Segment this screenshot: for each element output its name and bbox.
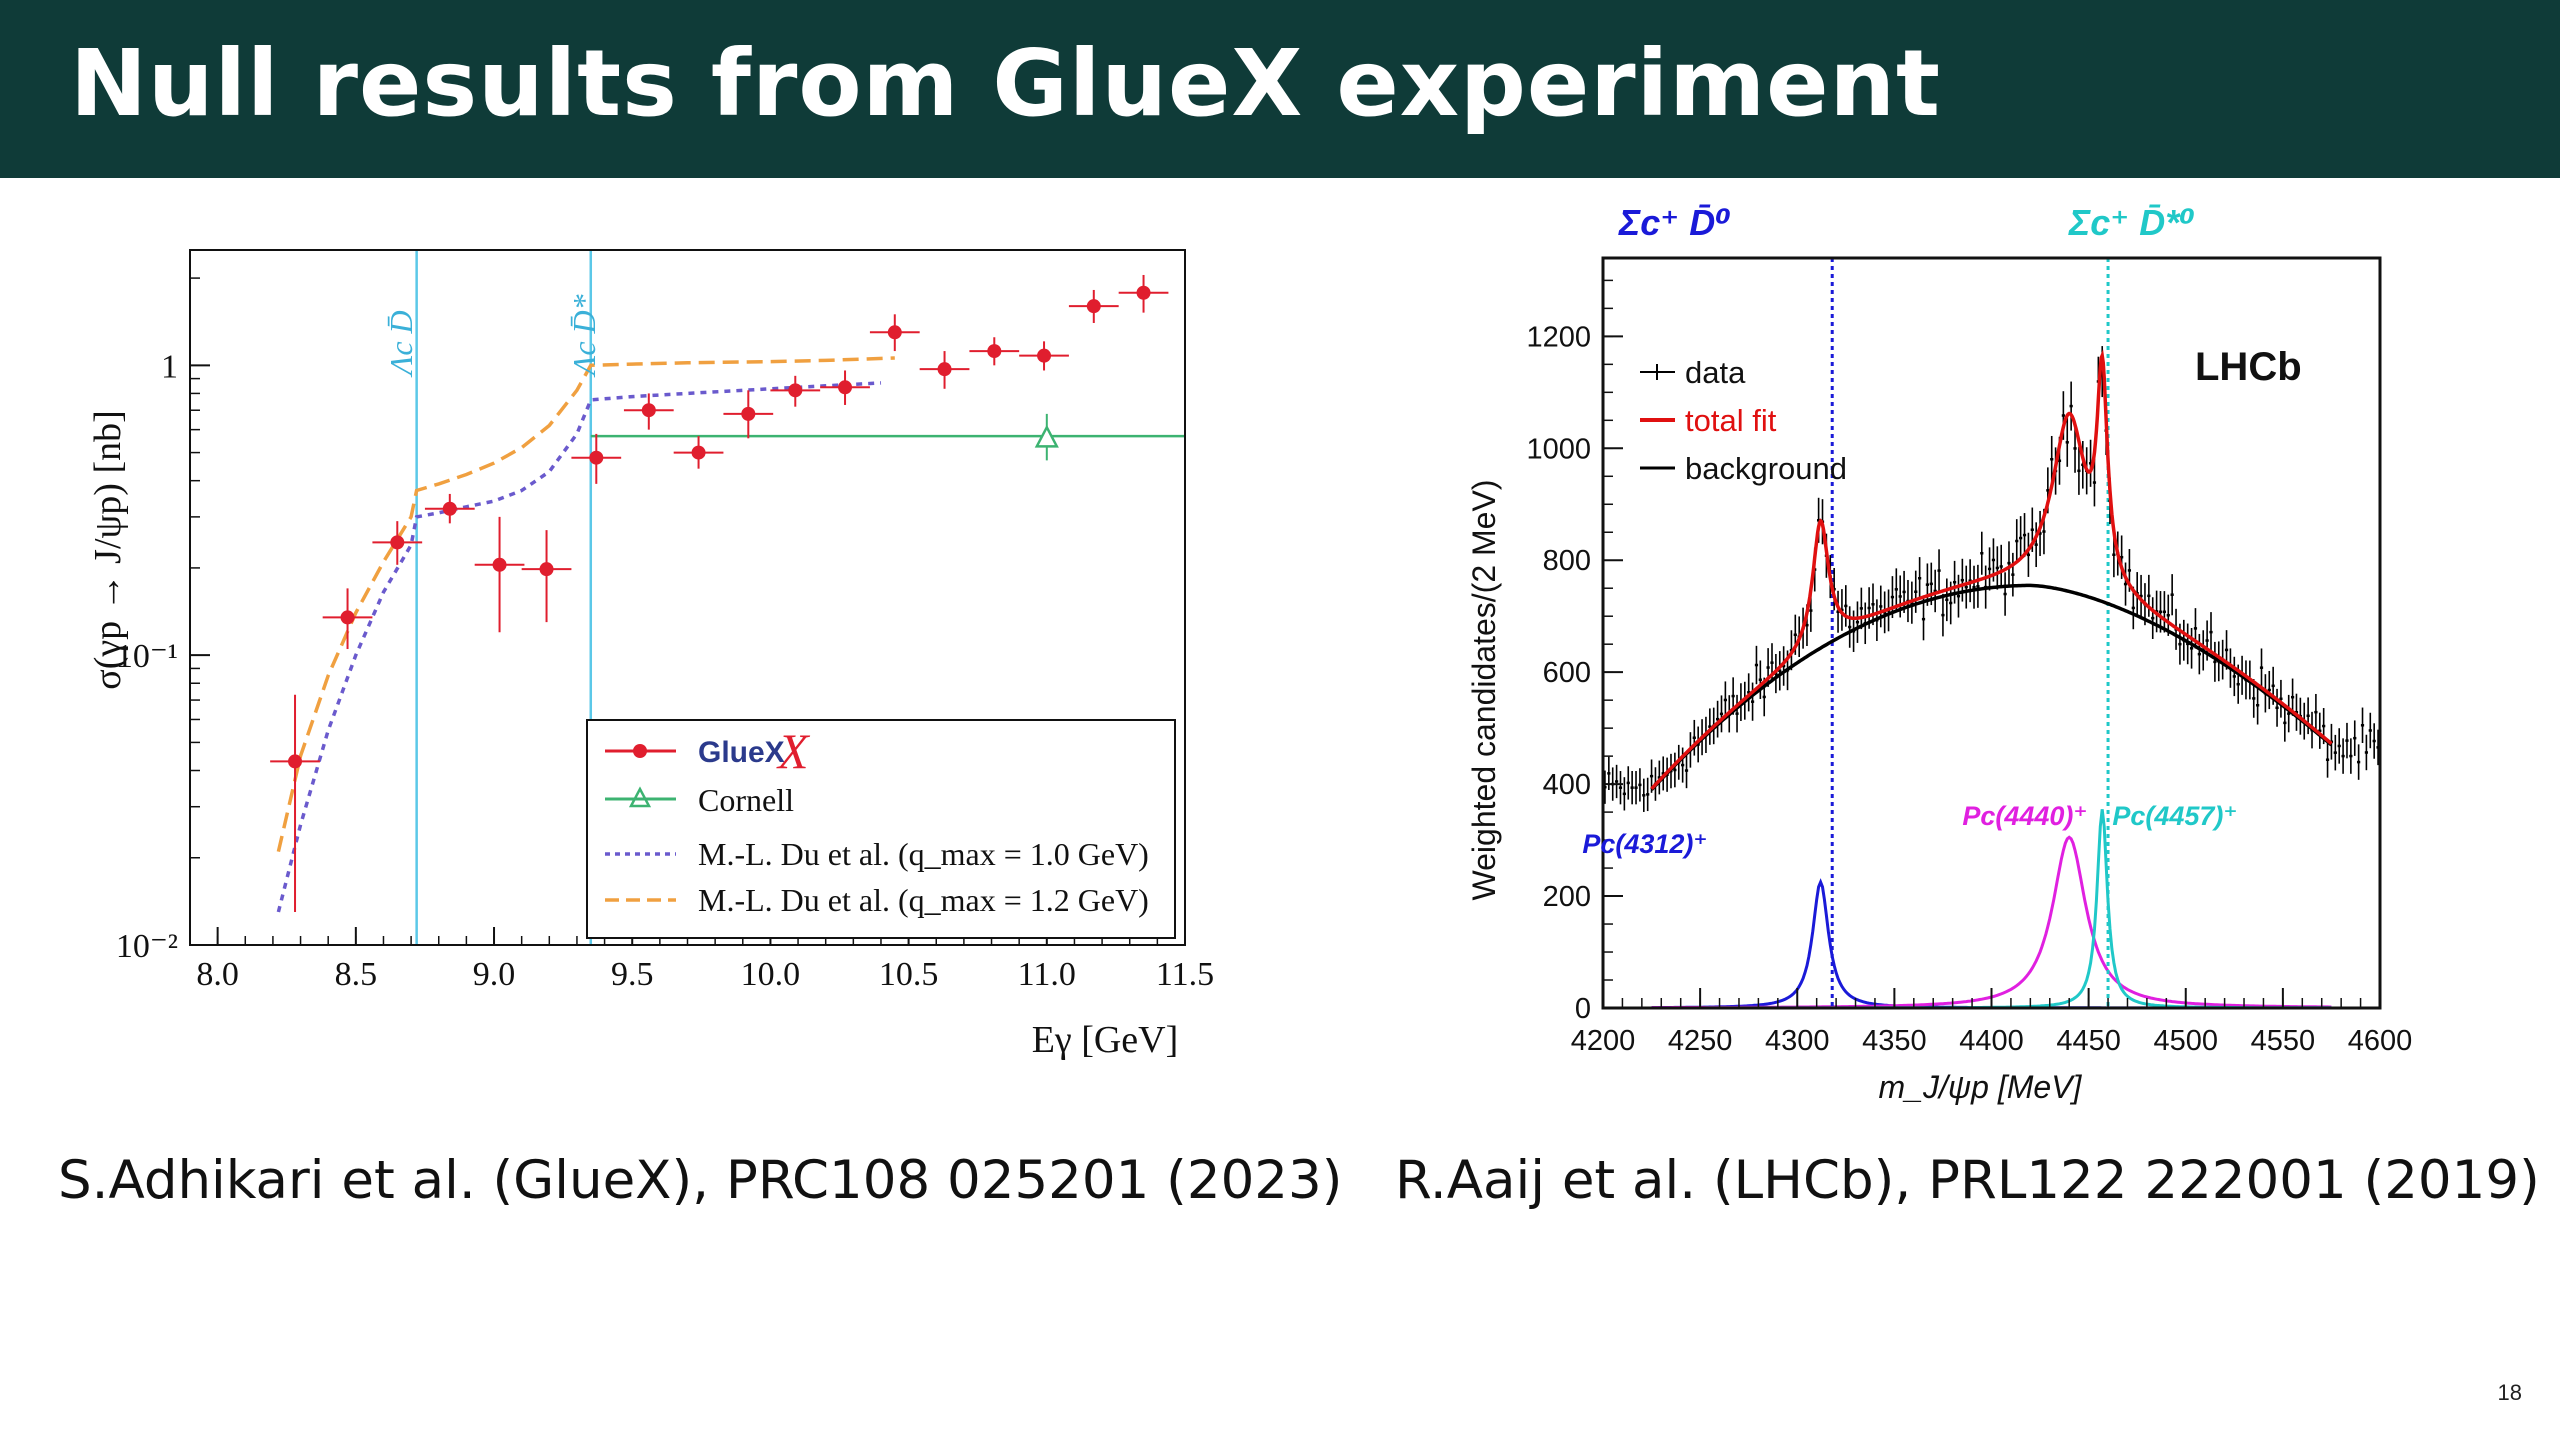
y-tick-label: 800 — [1543, 545, 1591, 577]
resonance-label-pc4440: Pc(4440)⁺ — [1962, 801, 2087, 831]
gluex-point — [1037, 348, 1052, 363]
right-x-axis-label: m_J/ψp [MeV] — [1879, 1069, 2083, 1105]
gluex-point — [1136, 285, 1151, 300]
legend-label-total-fit: total fit — [1685, 403, 1777, 438]
threshold-label-sigmac-dbar0: Σc⁺ D̄⁰ — [1618, 202, 1731, 243]
x-tick-label: 10.0 — [741, 956, 801, 993]
gluex-logo: GlueX X — [698, 723, 811, 779]
gluex-point — [340, 610, 355, 625]
right-caption: R.Aaij et al. (LHCb), PRL122 222001 (201… — [1395, 1150, 2540, 1211]
threshold-label-lambdac-dbar: Λc D̄ — [383, 310, 419, 378]
x-tick-label: 4300 — [1765, 1025, 1830, 1057]
y-tick-label: 600 — [1543, 657, 1591, 689]
gluex-point — [741, 406, 756, 421]
x-tick-label: 4250 — [1668, 1025, 1733, 1057]
x-tick-label: 4600 — [2348, 1025, 2413, 1057]
slide-title: Null results from GlueX experiment — [70, 30, 1941, 137]
left-axes: 8.0 8.5 9.0 9.5 10.0 10.5 11.0 11.5 10⁻² 10⁻¹ 1 — [116, 249, 1214, 993]
legend-marker-gluex — [633, 744, 647, 758]
left-y-axis-label: σ(γp → J/ψp) [nb] — [87, 410, 129, 690]
gluex-cross-section-chart: 8.0 8.5 9.0 9.5 10.0 10.5 11.0 11.5 10⁻² 10⁻¹ 1 σ(… — [87, 249, 1214, 1061]
y-tick-label: 1 — [161, 348, 178, 385]
y-tick-label: 10⁻¹ — [116, 638, 178, 675]
x-tick-label: 4550 — [2251, 1025, 2316, 1057]
background-curve — [1650, 583, 2333, 791]
du-qmax-1p2-curve — [276, 356, 895, 852]
gluex-point — [1086, 299, 1101, 314]
lhcb-label: LHCb — [2195, 345, 2302, 389]
gluex-point — [887, 325, 902, 340]
left-legend-box — [586, 719, 1176, 939]
gluex-point — [288, 754, 303, 769]
x-tick-label: 4400 — [1959, 1025, 2024, 1057]
right-axes: 4200 4250 4300 4350 4400 4450 4500 4550 4600 0 200… — [1526, 256, 2413, 1057]
gluex-point — [987, 344, 1002, 359]
x-tick-label: 4350 — [1862, 1025, 1927, 1057]
resonance-label-pc4457: Pc(4457)⁺ — [2112, 801, 2237, 831]
gluex-logo-x: X — [776, 723, 811, 779]
threshold-label-lambdac-dbarstar: Λc D̄* — [566, 294, 602, 378]
cornell-point — [1034, 424, 1059, 448]
du-qmax-1p0-curve — [276, 381, 882, 913]
threshold-label-sigmac-dbarstar0: Σc⁺ D̄*⁰ — [2068, 202, 2195, 243]
resonance-label-pc4312: Pc(4312)⁺ — [1582, 829, 1707, 859]
gluex-point — [788, 383, 803, 398]
left-caption: S.Adhikari et al. (GlueX), PRC108 025201… — [58, 1150, 1343, 1211]
page-number: 18 — [2497, 1380, 2522, 1405]
right-legend: data total fit background — [1640, 355, 1847, 486]
gluex-point — [589, 450, 604, 465]
x-tick-label: 10.5 — [879, 956, 939, 993]
gluex-point — [442, 501, 457, 516]
left-plot-area — [270, 250, 1185, 945]
left-legend: GlueX X Cornell M.-L. Du et al. (q_max =… — [586, 719, 1176, 939]
gluex-point — [937, 362, 952, 377]
resonance-curve — [1651, 809, 2332, 1010]
x-tick-label: 8.0 — [196, 956, 239, 993]
legend-label-du-1p0: M.-L. Du et al. (q_max = 1.0 GeV) — [698, 836, 1149, 872]
gluex-point — [838, 380, 853, 395]
gluex-point — [691, 445, 706, 460]
legend-label-du-1p2: M.-L. Du et al. (q_max = 1.2 GeV) — [698, 882, 1149, 918]
y-tick-label: 10⁻² — [116, 928, 178, 965]
x-tick-label: 9.0 — [473, 956, 516, 993]
legend-label-cornell: Cornell — [698, 782, 794, 818]
gluex-logo-text: GlueX — [698, 736, 785, 769]
resonance-curve — [1651, 835, 2332, 1010]
right-y-axis-label: Weighted candidates/(2 MeV) — [1466, 480, 1502, 901]
gluex-point — [539, 562, 554, 577]
y-tick-label: 0 — [1575, 993, 1591, 1025]
y-tick-label: 200 — [1543, 881, 1591, 913]
gluex-point — [492, 557, 507, 572]
x-tick-label: 4450 — [2056, 1025, 2121, 1057]
title-bar: Null results from GlueX experiment — [0, 0, 2560, 178]
legend-marker-cornell — [628, 786, 652, 808]
lhcb-pentaquark-chart: 4200 4250 4300 4350 4400 4450 4500 4550 4600 0 200… — [1466, 202, 2413, 1105]
x-tick-label: 4200 — [1571, 1025, 1636, 1057]
gluex-point — [641, 403, 656, 418]
total-fit-curve — [1650, 349, 2333, 791]
y-tick-label: 400 — [1543, 769, 1591, 801]
legend-label-data: data — [1685, 355, 1746, 390]
x-tick-label: 11.5 — [1156, 956, 1214, 993]
x-tick-label: 8.5 — [335, 956, 378, 993]
y-tick-label: 1200 — [1526, 321, 1591, 353]
x-tick-label: 11.0 — [1018, 956, 1076, 993]
x-tick-label: 4500 — [2153, 1025, 2218, 1057]
left-x-axis-label: Eγ [GeV] — [1032, 1019, 1179, 1061]
x-tick-label: 9.5 — [611, 956, 654, 993]
gluex-point — [390, 535, 405, 550]
legend-label-background: background — [1685, 451, 1847, 486]
y-tick-label: 1000 — [1526, 433, 1591, 465]
